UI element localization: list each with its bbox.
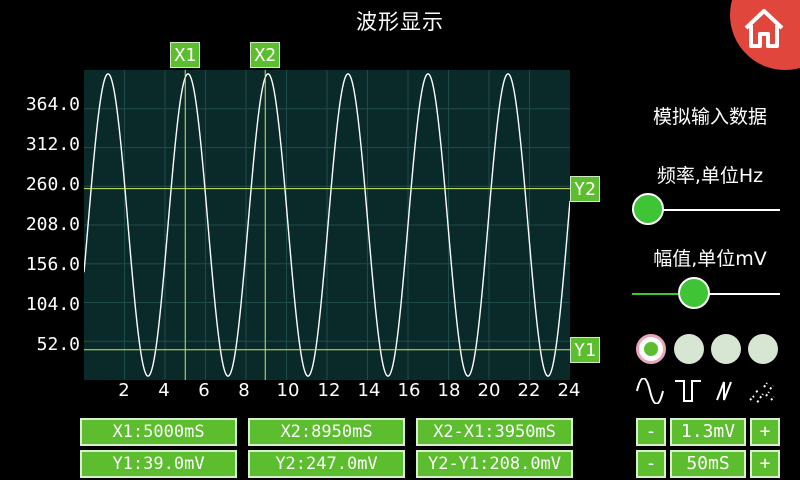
readout-dx: X2-X1:3950mS: [416, 418, 573, 446]
noise-wave-icon[interactable]: [748, 378, 776, 404]
x-tick-label: 4: [158, 380, 170, 401]
amplitude-decrease-button[interactable]: -: [636, 418, 666, 446]
amplitude-value: 1.3mV: [670, 418, 746, 446]
x-tick-label: 8: [238, 380, 250, 401]
frequency-slider-knob[interactable]: [632, 193, 664, 225]
waveform-plot[interactable]: [84, 70, 570, 380]
cursor-x2-tag[interactable]: X2: [250, 42, 281, 68]
time-increase-button[interactable]: +: [750, 450, 780, 478]
home-button[interactable]: [730, 0, 800, 70]
x-tick-label: 14: [357, 380, 381, 401]
home-icon: [744, 9, 784, 48]
x-tick-label: 16: [397, 380, 421, 401]
square-wave-icon[interactable]: [674, 378, 702, 404]
waveform-radio-sine[interactable]: [636, 334, 666, 364]
x-tick-label: 24: [557, 380, 581, 401]
waveform-radio-sawtooth[interactable]: [711, 334, 741, 364]
x-tick-label: 20: [477, 380, 501, 401]
waveform-radio-noise[interactable]: [748, 334, 778, 364]
waveform-radio-square[interactable]: [674, 334, 704, 364]
time-decrease-button[interactable]: -: [636, 450, 666, 478]
page-title: 波形显示: [356, 10, 444, 34]
y-tick-label: 104.0: [25, 294, 80, 315]
radio-selected-indicator: [644, 342, 658, 356]
x-tick-label: 12: [317, 380, 341, 401]
x-tick-label: 10: [276, 380, 300, 401]
readout-y1: Y1:39.0mV: [80, 450, 237, 478]
y-tick-label: 364.0: [25, 94, 80, 115]
frequency-label: 频率,单位Hz: [656, 165, 764, 187]
readout-x1: X1:5000mS: [80, 418, 237, 446]
readout-y2: Y2:247.0mV: [248, 450, 405, 478]
panel-heading: 模拟输入数据: [652, 106, 767, 128]
frequency-slider[interactable]: [632, 193, 780, 225]
y-tick-label: 156.0: [25, 254, 80, 275]
x-tick-label: 6: [198, 380, 210, 401]
sawtooth-wave-icon[interactable]: [711, 378, 739, 404]
readout-dy: Y2-Y1:208.0mV: [416, 450, 573, 478]
sine-wave-icon[interactable]: [636, 378, 664, 404]
cursor-y1-tag[interactable]: Y1: [570, 336, 600, 363]
cursor-x1-tag[interactable]: X1: [170, 42, 201, 68]
amplitude-increase-button[interactable]: +: [750, 418, 780, 446]
x-tick-label: 2: [118, 380, 130, 401]
y-tick-label: 312.0: [25, 134, 80, 155]
amplitude-slider-knob[interactable]: [678, 277, 711, 309]
amplitude-slider[interactable]: [632, 277, 780, 309]
x-tick-label: 18: [437, 380, 461, 401]
y-tick-label: 260.0: [25, 174, 80, 195]
x-tick-label: 22: [517, 380, 541, 401]
waveform-trace: [84, 73, 570, 377]
cursor-y2-tag[interactable]: Y2: [570, 175, 600, 202]
readout-x2: X2:8950mS: [248, 418, 405, 446]
time-value: 50mS: [670, 450, 746, 478]
amplitude-label: 幅值,单位mV: [653, 248, 767, 270]
y-tick-label: 52.0: [36, 334, 80, 355]
y-tick-label: 208.0: [25, 214, 80, 235]
